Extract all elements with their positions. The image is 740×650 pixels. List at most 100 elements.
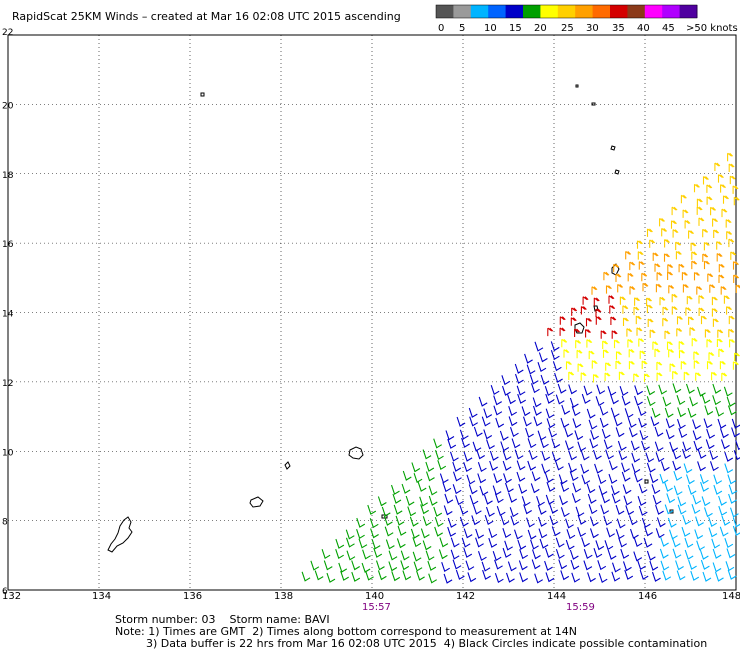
wind-barb [351,560,360,571]
wind-barb [410,528,420,539]
wind-barb [358,538,368,549]
wind-barb [402,470,412,481]
wind-barb [370,528,379,539]
wind-barb [634,297,640,306]
wind-barb [555,549,565,560]
wind-barb [492,551,502,562]
legend-label: 0 [438,23,444,34]
wind-barb [420,528,430,539]
wind-barb [528,450,538,461]
wind-barb [659,296,666,306]
wind-barb [536,496,545,507]
wind-barb [468,484,478,495]
wind-barb [547,327,554,337]
wind-barb [493,473,503,484]
wind-barb [607,549,617,560]
wind-barb [631,452,641,463]
wind-barb [706,360,713,370]
wind-barb [585,329,591,338]
wind-barb [637,560,646,571]
wind-barb [655,452,665,463]
wind-barb [615,427,625,438]
wind-barb [552,361,562,372]
wind-barb [566,529,576,540]
wind-barb [712,383,722,394]
wind-barb [411,462,421,473]
wind-barb [551,526,561,537]
wind-barb [459,429,469,440]
wind-barb [529,374,539,385]
wind-barb [654,263,661,272]
wind-barb [610,485,620,496]
wind-barb [696,386,706,397]
wind-barb [706,184,713,193]
wind-barb [685,474,695,485]
wind-barb [558,559,568,570]
wind-barb [586,483,596,494]
wind-barb [682,284,689,293]
wind-barb [656,272,663,281]
wind-barb [697,461,706,472]
wind-barb [540,374,550,385]
legend-swatch [662,5,681,18]
wind-barb [345,537,355,548]
wind-barb [637,406,647,417]
wind-barb [381,506,391,517]
wind-barb [711,308,718,317]
wind-barb [522,416,532,427]
legend-label: 30 [586,23,599,34]
wind-barb [633,472,643,483]
wind-barb [593,548,603,559]
wind-barb [571,493,581,504]
wind-barb [629,261,636,271]
wind-barb [537,504,547,515]
wind-barb [659,473,669,484]
island-outline [284,461,291,470]
wind-barb [687,484,697,495]
wind-barb [652,252,659,261]
wind-barb [608,473,618,484]
wind-barb [672,548,682,559]
map-title: RapidScat 25KM Winds – created at Mar 16… [12,10,401,23]
wind-barb [459,504,469,515]
wind-barb [692,494,702,505]
wind-barb [508,416,518,427]
wind-barb [545,572,555,583]
wind-barb [675,560,684,571]
wind-barb [530,383,540,394]
wind-barb [428,485,438,496]
wind-barb [569,471,579,482]
wind-barb [561,338,568,348]
wind-barb [650,416,660,427]
wind-barb [684,549,694,560]
wind-barb [627,272,634,282]
wind-barb [551,451,561,462]
wind-barb [301,571,311,582]
wind-barb [709,450,719,461]
wind-barb [677,496,687,507]
wind-barb [704,329,711,338]
lat-label: 22 [2,28,13,38]
wind-barb [548,427,558,438]
wind-barb [676,315,683,325]
wind-barb [507,394,516,405]
wind-barb [513,529,523,540]
wind-barb [727,474,737,485]
wind-barb [714,571,724,582]
wind-barb [624,408,634,419]
wind-barb [696,206,703,215]
wind-barb [518,483,528,494]
wind-barb [672,229,679,238]
legend-swatch [523,5,541,18]
wind-barb [534,341,544,352]
wind-barb [678,428,688,439]
wind-barb [603,515,613,526]
wind-barb [713,474,723,485]
wind-barb [492,485,502,496]
wind-barb [494,493,504,504]
wind-barb [483,429,493,440]
wind-barb [544,472,554,483]
wind-barb [701,393,711,404]
wind-barb [485,506,495,517]
